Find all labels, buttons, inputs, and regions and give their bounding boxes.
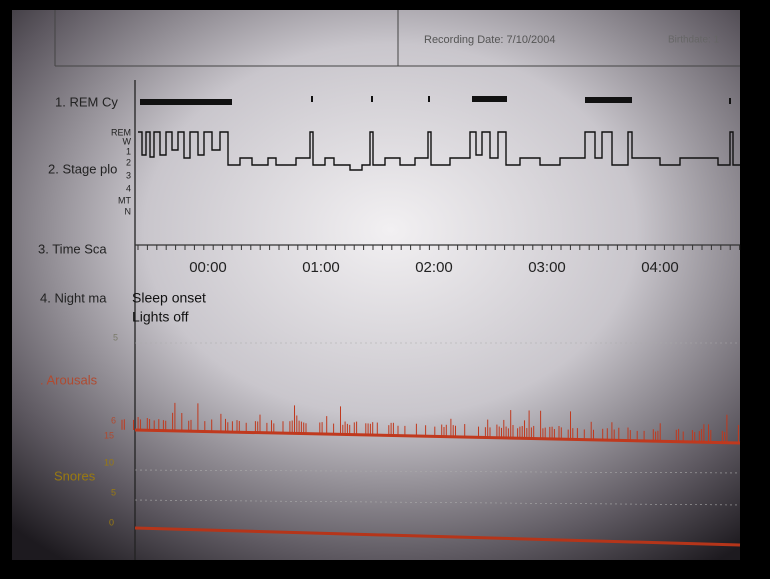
time-label: 03:00: [528, 259, 566, 276]
row-label: 4. Night ma: [40, 290, 107, 305]
row-label: 2. Stage plo: [48, 161, 117, 176]
stage-label: MT: [118, 195, 131, 205]
paper: [12, 10, 740, 560]
row-label: 3. Time Sca: [38, 241, 107, 256]
stage-label: 4: [126, 183, 131, 193]
photo: Recording Date: 7/10/2004 Birthdate: 1 1…: [0, 0, 770, 579]
birthdate: Birthdate: 1: [668, 35, 720, 46]
row-label: Snores: [54, 468, 96, 483]
time-label: 04:00: [641, 259, 679, 276]
stage-label: N: [125, 206, 132, 216]
scale-label: 5: [111, 487, 116, 497]
scale-label: 6: [111, 415, 116, 425]
annotation: Sleep onset: [132, 290, 206, 306]
time-label: 01:00: [302, 259, 340, 276]
scale-label: 5: [113, 332, 118, 342]
stage-label: 2: [126, 157, 131, 167]
annotation: Lights off: [132, 309, 189, 325]
recording-date: Recording Date: 7/10/2004: [424, 34, 555, 46]
stage-label: W: [123, 136, 132, 146]
scale-label: 15: [104, 430, 114, 440]
stage-label: 3: [126, 170, 131, 180]
row-label: 1. REM Cy: [55, 94, 118, 109]
stage-label: 1: [126, 146, 131, 156]
time-label: 00:00: [189, 259, 227, 276]
time-label: 02:00: [415, 259, 453, 276]
scale-label: 10: [104, 457, 114, 467]
scale-label: 0: [109, 517, 114, 527]
row-label: . Arousals: [40, 372, 98, 387]
